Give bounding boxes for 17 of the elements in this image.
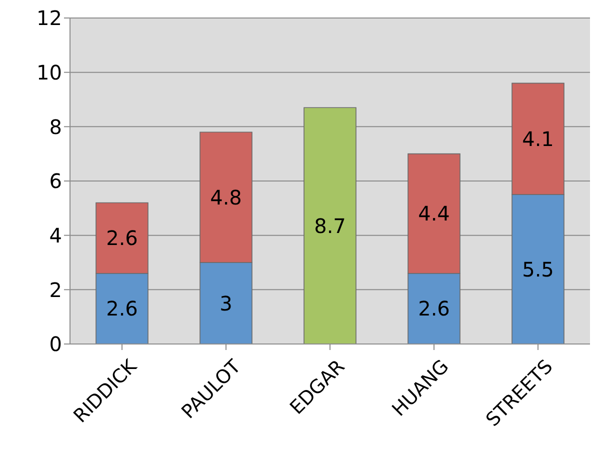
data-label: 4.8 — [210, 185, 242, 210]
y-tick-label: 6 — [49, 169, 62, 194]
data-label: 5.5 — [522, 257, 554, 282]
data-label: 8.7 — [314, 214, 346, 238]
data-label: 2.6 — [418, 296, 450, 321]
data-label: 4.1 — [522, 126, 554, 151]
y-tick-label: 2 — [49, 278, 62, 302]
y-tick-label: 4 — [49, 223, 62, 248]
data-label: 4.4 — [418, 202, 450, 226]
data-label: 2.6 — [106, 226, 138, 250]
bar — [304, 107, 356, 344]
y-tick-label: 10 — [36, 60, 62, 84]
data-label: 2.6 — [106, 296, 138, 321]
data-label: 3 — [220, 291, 232, 316]
y-tick-label: 0 — [49, 332, 62, 356]
y-tick-label: 12 — [36, 6, 62, 30]
y-tick-label: 8 — [49, 114, 62, 139]
